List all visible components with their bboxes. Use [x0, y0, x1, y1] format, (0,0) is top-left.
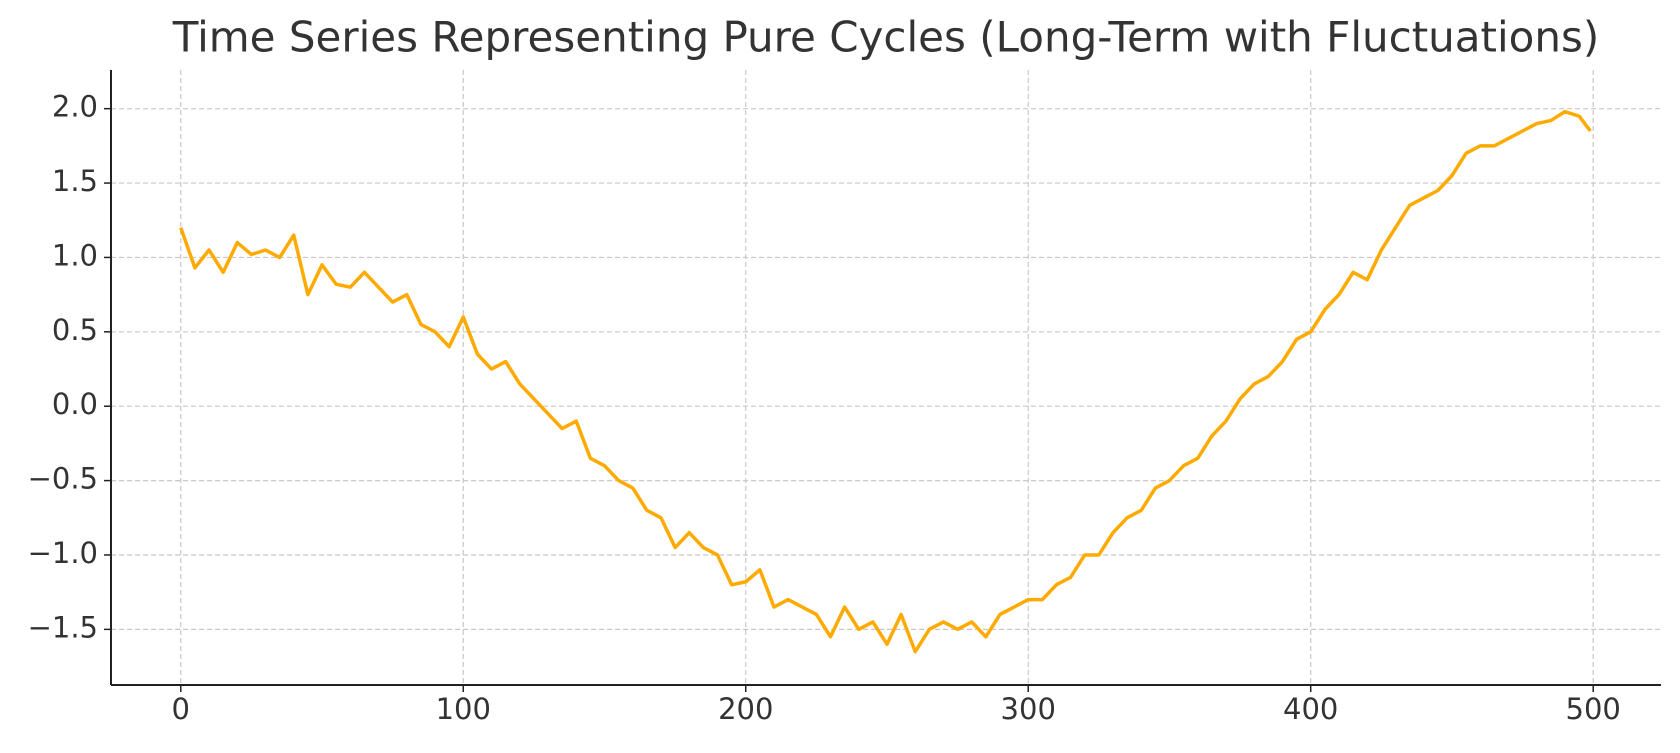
y-tick-label: 1.5 [52, 164, 98, 198]
x-tick-label: 300 [1001, 692, 1056, 726]
y-tick-label: −0.5 [28, 462, 98, 496]
y-tick-label: 0.5 [52, 313, 98, 347]
y-tick-label: 0.0 [52, 387, 98, 421]
y-tick-label: 2.0 [52, 90, 98, 124]
series-line [179, 109, 1592, 654]
y-tick-label: 1.0 [52, 238, 98, 272]
y-tick-label: −1.0 [28, 536, 98, 570]
x-tick-label: 200 [718, 692, 773, 726]
x-tick-label: 500 [1566, 692, 1621, 726]
y-tick-label: −1.5 [28, 610, 98, 644]
chart-title: Time Series Representing Pure Cycles (Lo… [172, 13, 1600, 62]
x-tick-label: 400 [1283, 692, 1338, 726]
x-tick-label: 0 [172, 692, 190, 726]
x-tick-label: 100 [436, 692, 491, 726]
